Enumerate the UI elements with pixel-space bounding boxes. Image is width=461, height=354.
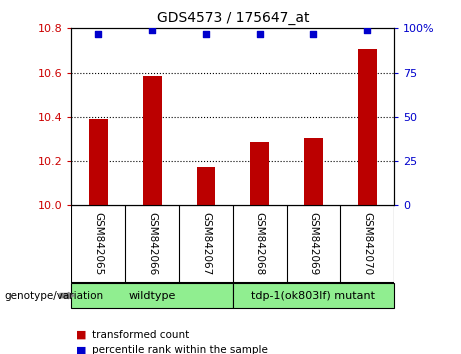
- Text: percentile rank within the sample: percentile rank within the sample: [92, 346, 268, 354]
- Bar: [89, 119, 108, 205]
- Bar: [250, 142, 269, 205]
- Title: GDS4573 / 175647_at: GDS4573 / 175647_at: [157, 11, 309, 24]
- Text: ■: ■: [76, 346, 87, 354]
- Bar: [358, 49, 377, 205]
- Text: GSM842069: GSM842069: [308, 212, 319, 275]
- Bar: [196, 167, 215, 205]
- Bar: [304, 138, 323, 205]
- Text: genotype/variation: genotype/variation: [5, 291, 104, 301]
- Bar: [143, 76, 161, 205]
- Text: wildtype: wildtype: [129, 291, 176, 301]
- Text: transformed count: transformed count: [92, 330, 189, 339]
- Bar: [71, 283, 233, 308]
- Point: [364, 27, 371, 33]
- Point: [256, 31, 263, 36]
- Text: GSM842070: GSM842070: [362, 212, 372, 275]
- Point: [148, 27, 156, 33]
- Point: [202, 31, 210, 36]
- Text: GSM842066: GSM842066: [147, 212, 157, 275]
- Point: [310, 31, 317, 36]
- Bar: [233, 283, 394, 308]
- Point: [95, 31, 102, 36]
- Text: tdp-1(ok803lf) mutant: tdp-1(ok803lf) mutant: [252, 291, 375, 301]
- Text: GSM842065: GSM842065: [93, 212, 103, 275]
- Text: ■: ■: [76, 330, 87, 339]
- Text: GSM842067: GSM842067: [201, 212, 211, 275]
- Text: GSM842068: GSM842068: [254, 212, 265, 275]
